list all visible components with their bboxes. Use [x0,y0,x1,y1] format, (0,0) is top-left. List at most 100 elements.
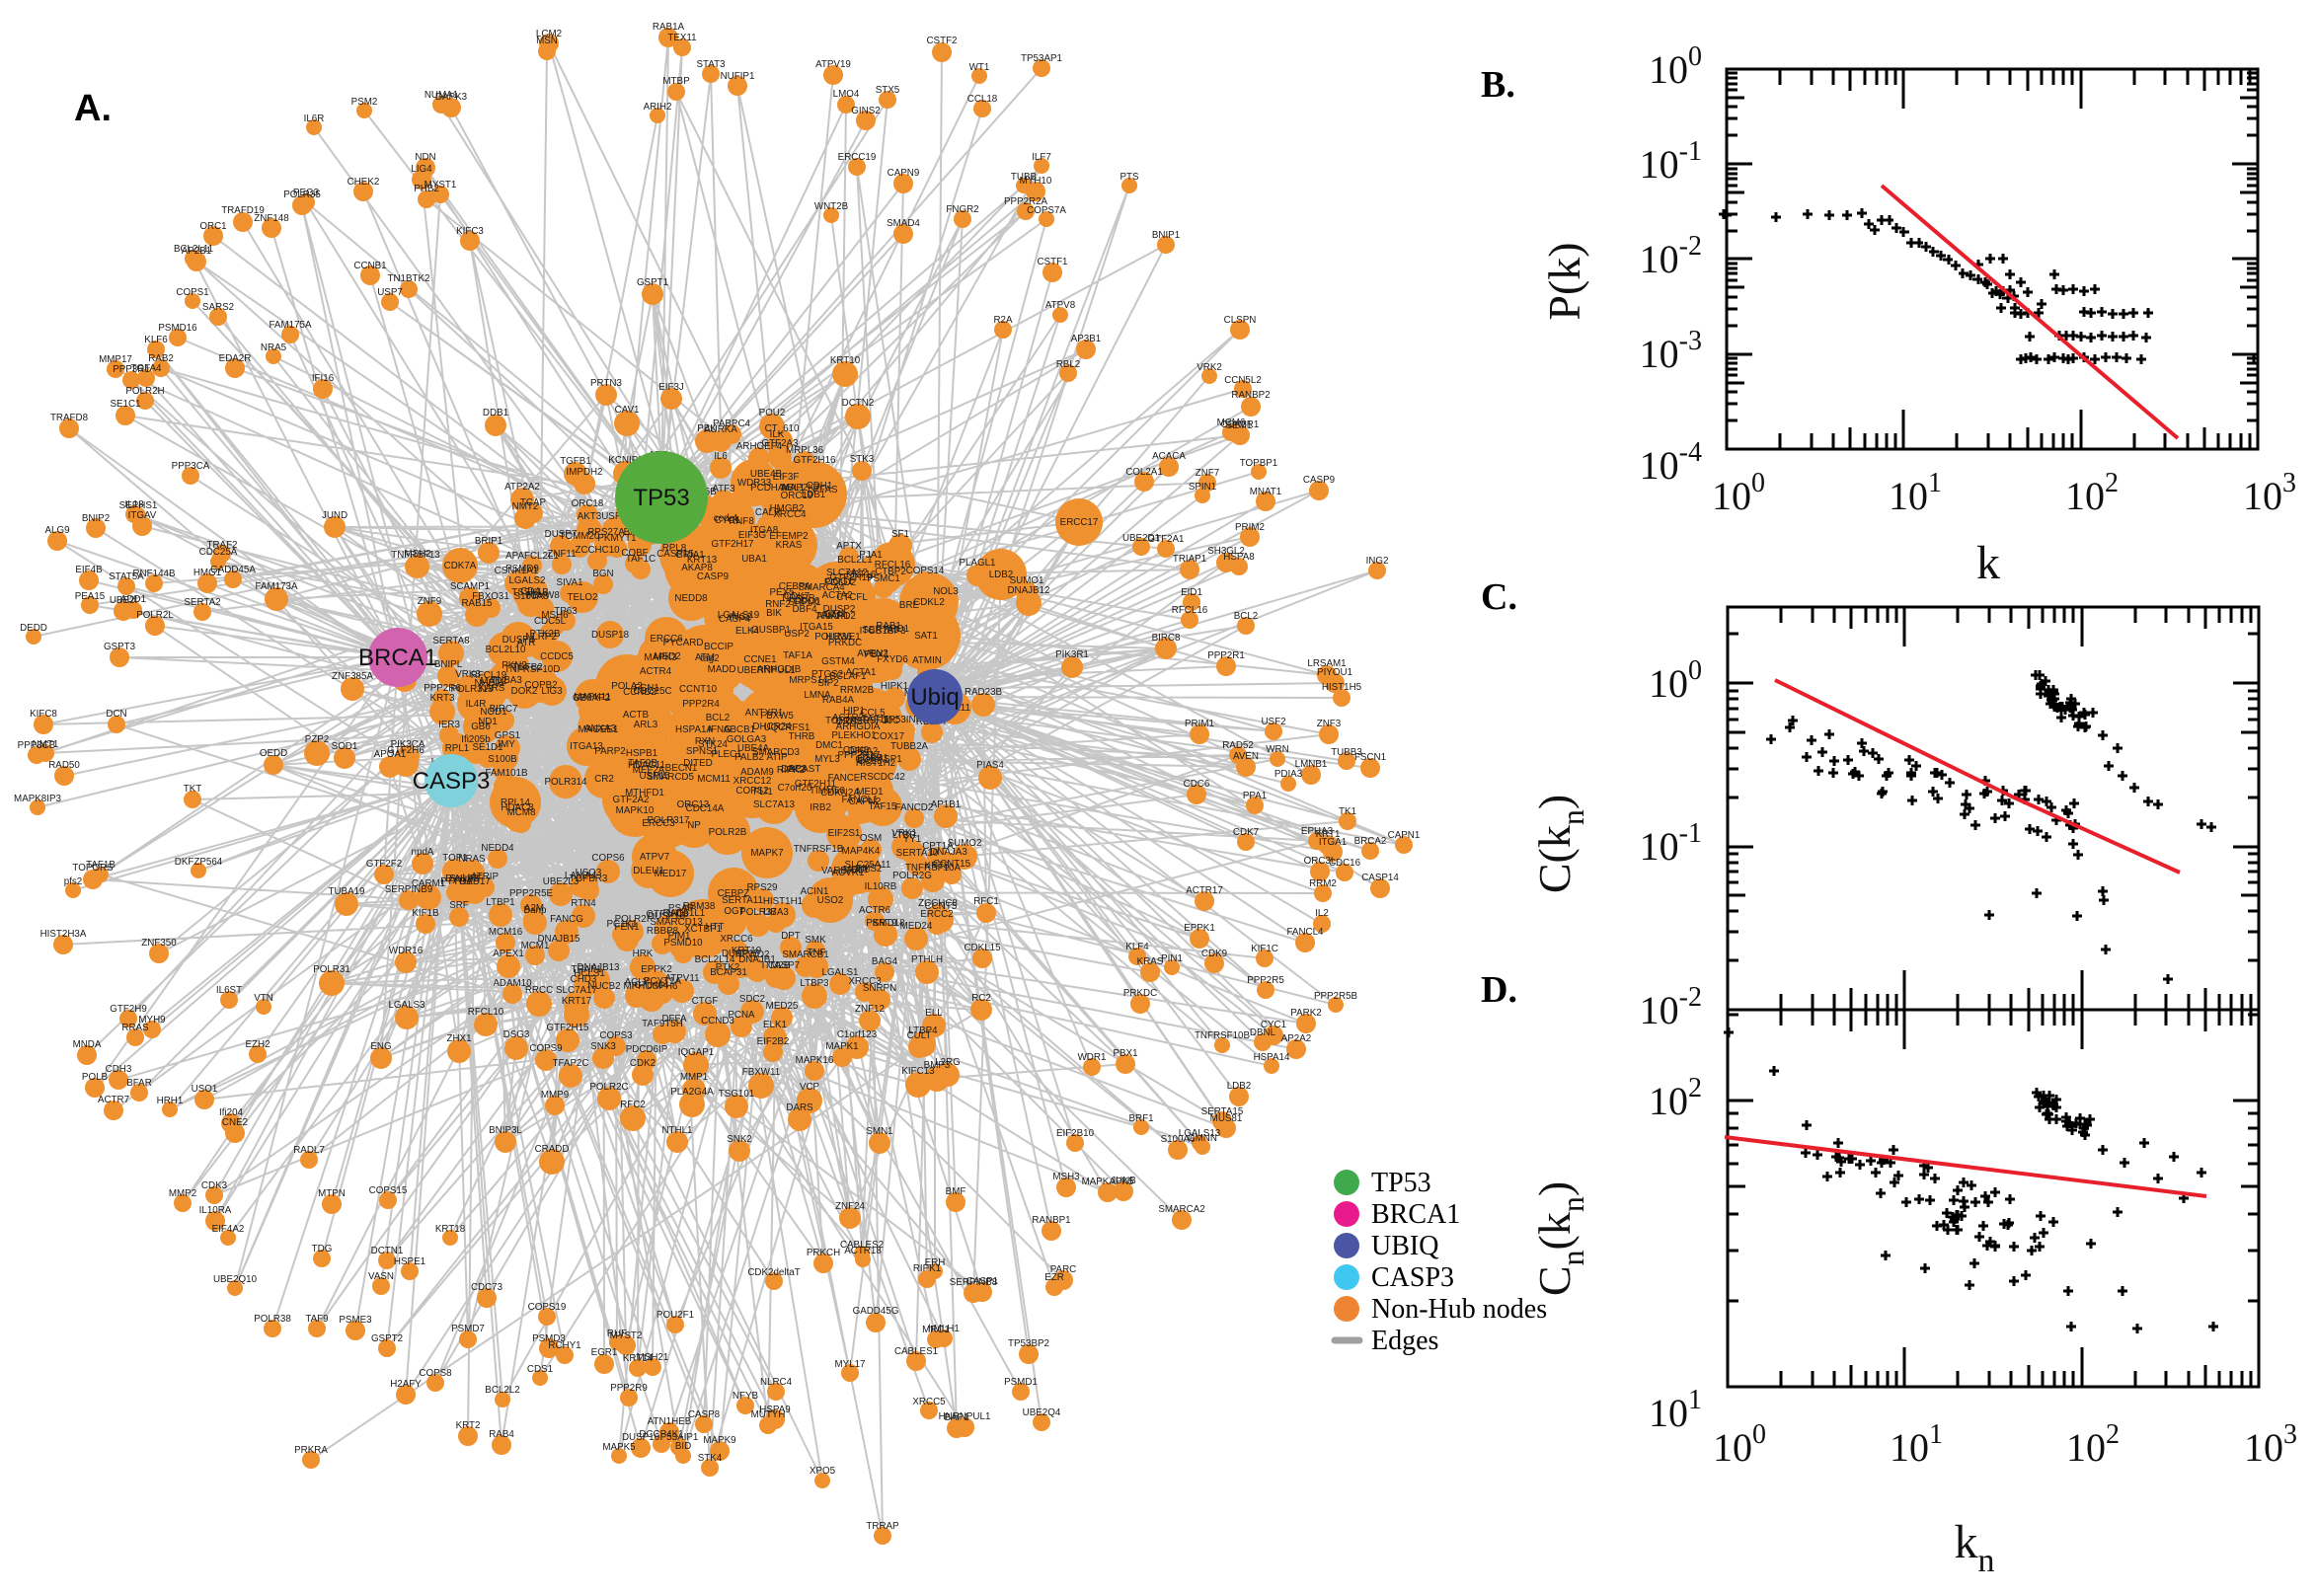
svg-text:NTHL1: NTHL1 [661,1125,692,1136]
svg-text:SPIN1: SPIN1 [1189,482,1216,493]
svg-text:ITM2B: ITM2B [762,960,791,971]
svg-text:PSAP: PSAP [668,903,695,914]
svg-text:ORC18: ORC18 [572,498,604,509]
svg-text:ATPV7: ATPV7 [640,852,669,863]
svg-text:CCND3: CCND3 [701,1016,734,1026]
svg-text:BIRC7: BIRC7 [490,704,518,715]
svg-text:TNFRSF10A: TNFRSF10A [905,863,962,874]
svg-text:HMG1: HMG1 [193,568,221,578]
svg-text:KRAS: KRAS [1137,956,1164,967]
svg-text:POLR31: POLR31 [313,964,350,975]
svg-text:C7orf20: C7orf20 [778,783,812,794]
svg-text:NFYB: NFYB [733,1391,759,1402]
svg-text:ORC3: ORC3 [835,717,863,727]
svg-text:RFCL10: RFCL10 [468,1007,504,1018]
svg-text:D.: D. [1481,969,1517,1011]
svg-text:CASP7: CASP7 [768,960,800,971]
svg-text:NMT1: NMT1 [33,739,59,750]
svg-text:DKFZP564: DKFZP564 [175,857,223,868]
svg-text:PTK2: PTK2 [716,962,740,973]
svg-text:CTCFL: CTCFL [836,592,868,603]
svg-text:OGT: OGT [724,906,744,917]
svg-text:TP53: TP53 [1371,1168,1431,1198]
svg-text:CD4: CD4 [520,586,540,597]
svg-text:ADD1: ADD1 [120,594,146,605]
svg-text:CABLES2: CABLES2 [840,1240,884,1251]
svg-text:LTBP3: LTBP3 [800,978,829,989]
svg-text:SLC7A17: SLC7A17 [556,985,597,996]
svg-text:MNDA: MNDA [73,1039,102,1050]
svg-text:SH3GL2: SH3GL2 [1207,546,1245,557]
svg-text:EIF2B10: EIF2B10 [1056,1128,1095,1139]
svg-text:MTBP: MTBP [662,76,690,87]
svg-text:MRC1: MRC1 [922,1325,950,1335]
svg-text:DARS: DARS [786,1102,813,1113]
svg-text:TOMM20: TOMM20 [560,531,600,542]
svg-text:TIMM50: TIMM50 [810,786,845,797]
svg-text:MED1: MED1 [856,787,883,798]
svg-text:PPP2R17: PPP2R17 [837,750,880,761]
svg-text:CEBPA: CEBPA [779,581,811,592]
svg-text:PPP2R2A: PPP2R2A [1004,196,1048,207]
svg-text:KRT16: KRT16 [846,570,877,580]
svg-text:TCAP: TCAP [520,497,547,508]
svg-text:CASP8: CASP8 [688,1409,721,1420]
svg-text:CDC25C: CDC25C [633,686,671,697]
svg-text:HRH1: HRH1 [157,1096,184,1106]
svg-text:POLD2: POLD2 [824,577,856,588]
svg-text:MSH3: MSH3 [1052,1172,1080,1182]
svg-text:POLR313: POLR313 [450,684,494,695]
svg-text:PRKCH: PRKCH [807,1248,840,1258]
svg-text:MCM16: MCM16 [489,927,523,938]
svg-text:100: 100 [1649,41,1702,92]
svg-text:MMP17: MMP17 [99,354,132,365]
svg-text:NRA5: NRA5 [261,342,287,353]
svg-text:AP3B1: AP3B1 [1071,334,1102,344]
svg-text:ITGA8: ITGA8 [750,525,779,536]
svg-text:TUBB: TUBB [1011,172,1038,183]
svg-text:CDK2: CDK2 [630,1058,656,1069]
svg-text:PPP2R5: PPP2R5 [1247,975,1284,986]
svg-text:USP15: USP15 [639,771,670,782]
svg-text:DITED: DITED [683,758,712,769]
svg-text:DCN: DCN [106,709,126,720]
svg-text:POU2: POU2 [759,408,786,418]
svg-text:PPP2R6: PPP2R6 [424,683,461,694]
svg-text:POLR35: POLR35 [283,190,321,200]
svg-text:NRAS: NRAS [458,854,486,865]
svg-text:GTF2F2: GTF2F2 [366,859,402,870]
svg-text:VASN: VASN [368,1271,394,1282]
svg-text:C1orf123: C1orf123 [837,1029,878,1040]
svg-text:C7orf64: C7orf64 [635,980,669,991]
svg-text:BCL2L2: BCL2L2 [485,1385,519,1396]
svg-text:BMF: BMF [946,1186,966,1197]
svg-text:EIF2S1: EIF2S1 [828,828,861,839]
svg-text:RBL2: RBL2 [1056,359,1081,370]
svg-text:HSPE1: HSPE1 [394,1256,425,1267]
svg-text:npdA: npdA [412,847,434,858]
svg-text:LGALS2: LGALS2 [508,575,545,586]
svg-text:MYL17: MYL17 [834,1359,865,1370]
svg-text:CDK7: CDK7 [1233,827,1259,838]
svg-text:IFNG: IFNG [708,724,731,735]
svg-text:RBBP8: RBBP8 [647,926,679,937]
svg-text:GPS1: GPS1 [495,730,520,741]
svg-text:PCNA: PCNA [728,1010,755,1021]
svg-text:TUBB2A: TUBB2A [890,741,929,752]
svg-text:DNAJB15: DNAJB15 [537,934,580,945]
svg-text:RAD17: RAD17 [459,876,491,887]
svg-text:ACACA: ACACA [1152,451,1186,462]
svg-text:RAB4A: RAB4A [822,695,855,706]
svg-text:WDR1: WDR1 [1078,1052,1107,1063]
svg-text:LGALS1: LGALS1 [821,967,858,978]
svg-text:NLRP2: NLRP2 [525,632,557,643]
svg-text:SERPINB8: SERPINB8 [950,1277,998,1288]
svg-text:PDIA3: PDIA3 [1274,769,1303,780]
svg-text:CCL18: CCL18 [967,94,998,105]
svg-text:CLSPN: CLSPN [1224,315,1257,326]
svg-text:IL10RB: IL10RB [865,881,897,892]
svg-text:RAD23B: RAD23B [965,687,1003,698]
svg-text:COPS9: COPS9 [529,1043,562,1054]
svg-text:DSG3: DSG3 [503,1029,530,1040]
svg-text:BAP1: BAP1 [944,1412,968,1423]
